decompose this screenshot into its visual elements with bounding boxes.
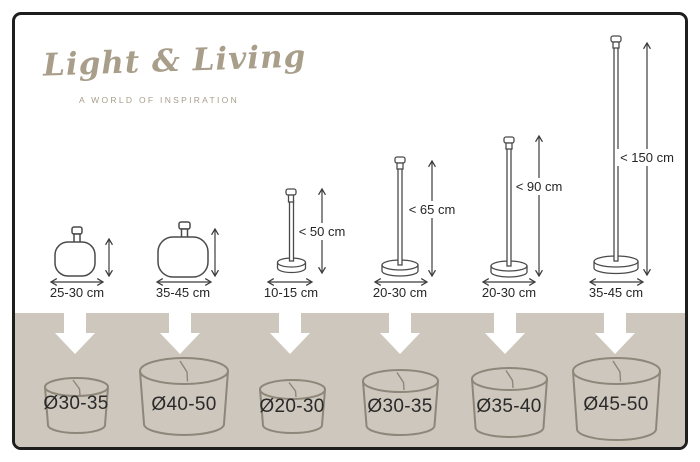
shade4-diameter-label: Ø30-35 — [367, 396, 433, 417]
brand-logo: Light & Living — [42, 38, 307, 84]
infographic-frame: Light & Living A WORLD OF INSPIRATION 25… — [12, 12, 688, 450]
lamp5-dimension-arrows — [481, 134, 544, 287]
table-lamp-large-icon — [157, 221, 209, 278]
shade2-diameter-label: Ø40-50 — [151, 394, 217, 415]
lamp2-base-width-label: 35-45 cm — [155, 285, 211, 300]
brand-tagline: A WORLD OF INSPIRATION — [79, 95, 240, 105]
shade-recommendation-panel — [15, 313, 685, 447]
lamp3-max-height-label: < 50 cm — [295, 223, 349, 240]
lamp1-base-width-label: 25-30 cm — [49, 285, 105, 300]
lamp1-dimension-arrows — [49, 237, 114, 287]
shade5-diameter-label: Ø35-40 — [476, 396, 542, 417]
lamp6-base-width-label: 35-45 cm — [588, 285, 644, 300]
lamp2-dimension-arrows — [155, 227, 220, 287]
shade1-diameter-label: Ø30-35 — [43, 393, 109, 414]
lamp4-dimension-arrows — [373, 159, 437, 287]
lamp4-base-width-label: 20-30 cm — [372, 285, 428, 300]
lamp3-base-width-label: 10-15 cm — [263, 285, 319, 300]
table-lamp-small-icon — [54, 226, 96, 277]
shade6-diameter-label: Ø45-50 — [583, 394, 649, 415]
lamp6-max-height-label: < 150 cm — [617, 149, 677, 166]
lamp5-max-height-label: < 90 cm — [512, 178, 566, 195]
shade3-diameter-label: Ø20-30 — [259, 396, 325, 417]
lamp5-base-width-label: 20-30 cm — [481, 285, 537, 300]
floor-lamp-medium-icon — [490, 136, 528, 278]
lamp4-max-height-label: < 65 cm — [405, 201, 459, 218]
